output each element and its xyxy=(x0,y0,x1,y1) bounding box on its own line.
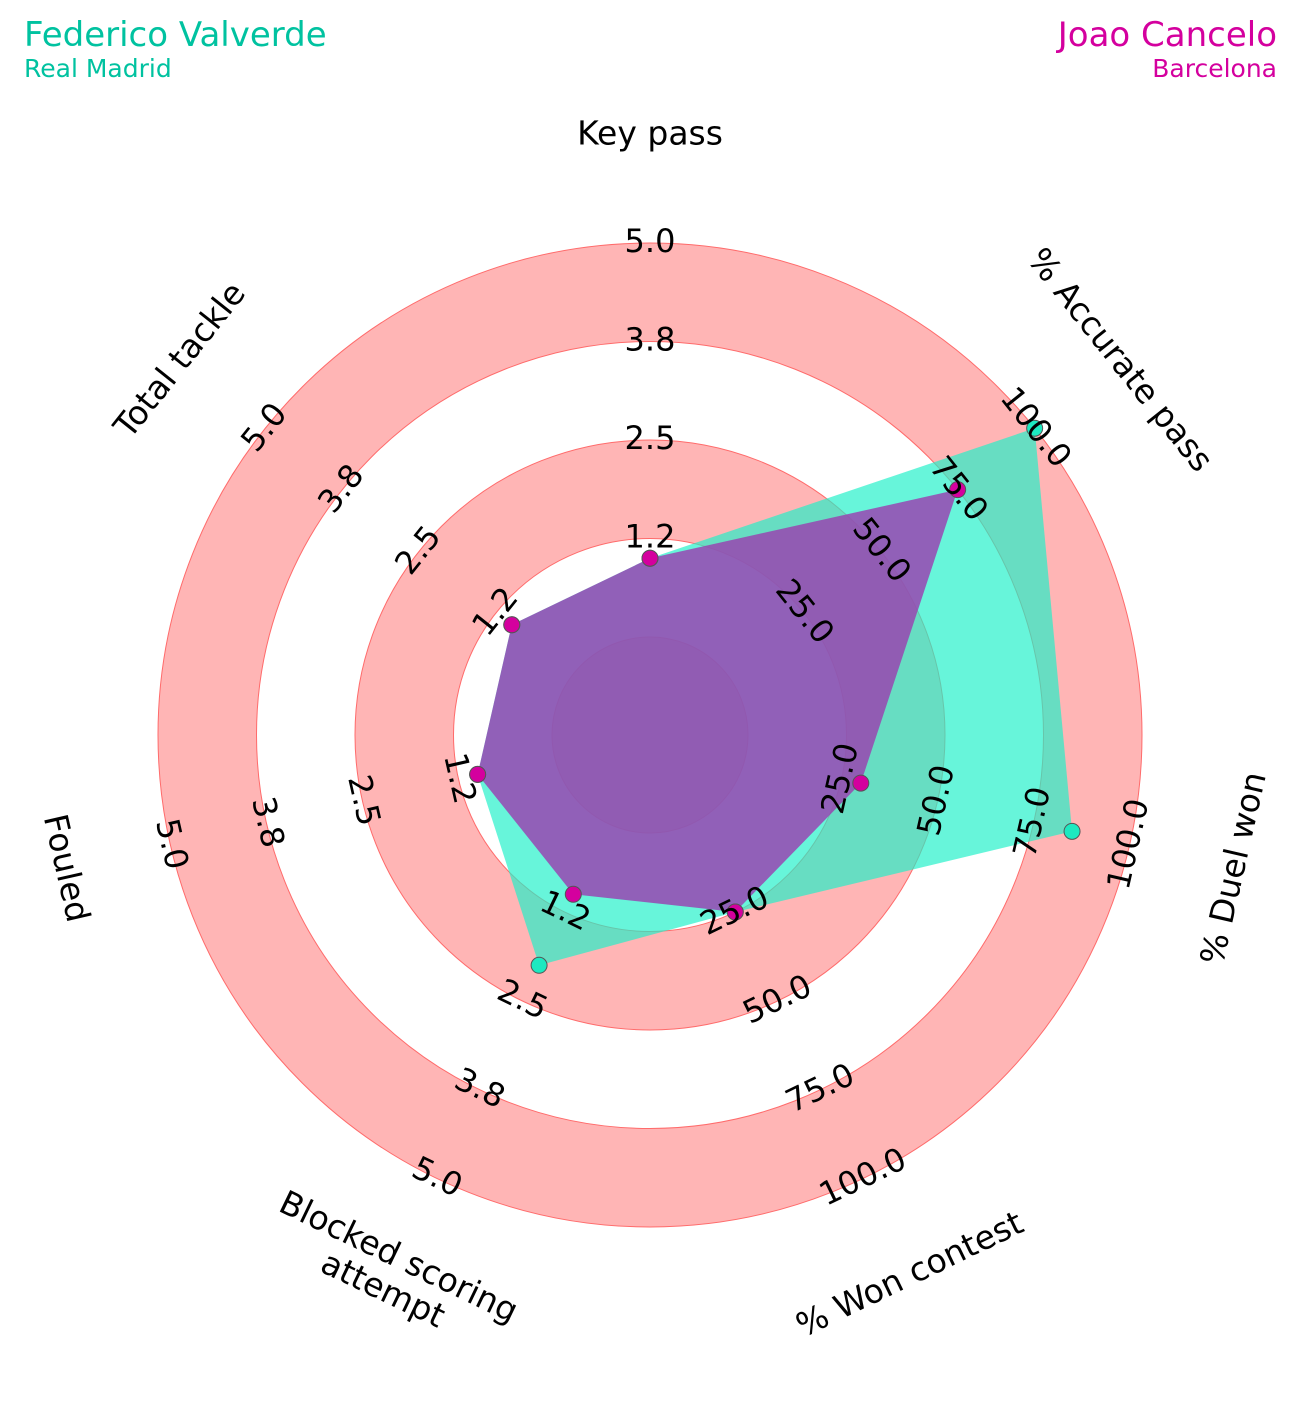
radar-series xyxy=(469,419,1081,974)
axis-label: Fouled xyxy=(36,810,98,925)
axis-label: Key pass xyxy=(577,114,723,153)
tick-label: 2.5 xyxy=(625,419,676,457)
data-point-cancelo xyxy=(564,885,582,903)
tick-label: 5.0 xyxy=(625,222,676,260)
axis-label: Total tackle xyxy=(105,274,253,446)
axis-label: % Won contest xyxy=(790,1203,1029,1345)
data-point-cancelo xyxy=(726,903,744,921)
data-point-cancelo xyxy=(852,774,870,792)
player-right-name: Joao Cancelo xyxy=(1057,15,1277,55)
data-point-cancelo xyxy=(949,481,967,499)
data-point-valverde xyxy=(1026,419,1044,437)
data-point-cancelo xyxy=(469,765,487,783)
tick-label: 3.8 xyxy=(625,321,676,359)
player-left-header: Federico Valverde Real Madrid xyxy=(24,18,327,81)
axis-label: % Duel won xyxy=(1192,768,1274,968)
data-point-valverde xyxy=(530,956,548,974)
data-point-cancelo xyxy=(503,616,521,634)
axis-label: Blocked scoringattempt xyxy=(258,1182,525,1363)
player-right-header: Joao Cancelo Barcelona xyxy=(1058,18,1277,81)
tick-label: 1.2 xyxy=(625,518,676,556)
player-right-team: Barcelona xyxy=(1152,54,1277,83)
data-point-cancelo xyxy=(641,549,659,567)
player-left-name: Federico Valverde xyxy=(24,15,327,55)
data-point-valverde xyxy=(1063,822,1081,840)
series-polygon-cancelo xyxy=(477,489,958,913)
player-left-team: Real Madrid xyxy=(24,54,172,83)
